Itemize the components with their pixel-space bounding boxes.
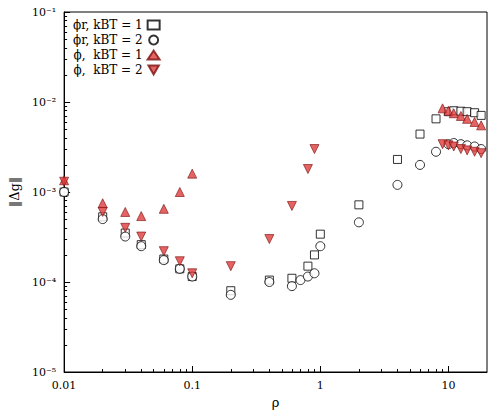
svg-text:ρ: ρ: [272, 395, 280, 410]
svg-text:0.01: 0.01: [52, 379, 77, 392]
svg-text:10⁻¹: 10⁻¹: [32, 6, 56, 19]
svg-text:10⁻³: 10⁻³: [32, 186, 56, 199]
svg-text:10⁻⁵: 10⁻⁵: [32, 366, 56, 379]
svg-text:ϕ, kBT = 1: ϕ, kBT = 1: [74, 48, 143, 62]
svg-text:10: 10: [441, 379, 455, 392]
svg-text:‖Δg‖: ‖Δg‖: [7, 177, 22, 208]
svg-text:0.1: 0.1: [183, 379, 201, 392]
svg-text:1: 1: [317, 379, 324, 392]
svg-text:ϕr, kBT = 2: ϕr, kBT = 2: [73, 33, 143, 47]
svg-text:ϕr, kBT = 1: ϕr, kBT = 1: [73, 18, 143, 32]
svg-text:ϕ, kBT = 2: ϕ, kBT = 2: [74, 63, 143, 77]
svg-text:10⁻²: 10⁻²: [32, 96, 56, 109]
svg-text:10⁻⁴: 10⁻⁴: [32, 276, 57, 289]
